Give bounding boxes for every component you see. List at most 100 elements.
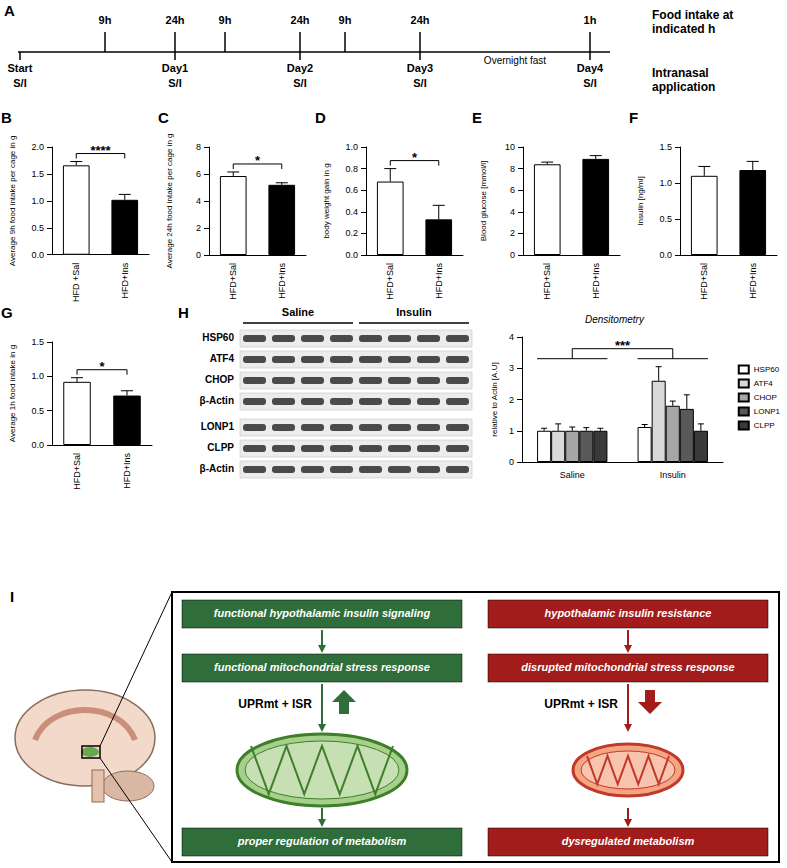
svg-text:HFD+Sal: HFD+Sal xyxy=(542,263,552,300)
svg-text:6: 6 xyxy=(510,185,515,195)
svg-text:0.5: 0.5 xyxy=(31,406,44,416)
html-text:S/I: S/I xyxy=(168,77,182,89)
svg-text:0.5: 0.5 xyxy=(31,223,44,233)
svg-text:*: * xyxy=(255,153,261,168)
svg-text:ATF4: ATF4 xyxy=(754,379,774,388)
svg-text:***: *** xyxy=(615,338,631,353)
html-text:proper regulation of metabolis: proper regulation of metabolism xyxy=(237,835,407,847)
svg-text:3: 3 xyxy=(509,363,514,373)
svg-text:****: **** xyxy=(90,143,111,158)
html-text:S/I: S/I xyxy=(293,77,307,89)
html-text:Insulin: Insulin xyxy=(396,306,432,318)
html-text:G: G xyxy=(1,304,13,321)
html-text:24h: 24h xyxy=(165,14,185,26)
svg-text:0.2: 0.2 xyxy=(345,228,358,238)
svg-text:1.0: 1.0 xyxy=(345,142,358,152)
svg-text:8: 8 xyxy=(196,142,201,152)
svg-text:0: 0 xyxy=(196,250,201,260)
svg-text:2: 2 xyxy=(509,395,514,405)
svg-text:4: 4 xyxy=(510,207,515,217)
svg-text:2: 2 xyxy=(196,223,201,233)
html-text:Intranasal application: Intranasal application xyxy=(652,66,716,94)
svg-text:6: 6 xyxy=(196,169,201,179)
html-text:S/I: S/I xyxy=(583,77,597,89)
svg-text:HFD+Ins: HFD+Ins xyxy=(434,263,444,299)
svg-text:HFD+Sal: HFD+Sal xyxy=(72,453,82,490)
html-text:Day3: Day3 xyxy=(406,62,434,74)
svg-text:10: 10 xyxy=(505,142,515,152)
svg-text:HFD+Ins: HFD+Ins xyxy=(277,263,287,299)
svg-text:HSP60: HSP60 xyxy=(754,365,780,374)
svg-text:1.5: 1.5 xyxy=(31,337,44,347)
svg-text:HFD+Ins: HFD+Ins xyxy=(120,262,130,298)
svg-text:4: 4 xyxy=(196,196,201,206)
svg-text:LONP1: LONP1 xyxy=(754,407,781,416)
html-text:A: A xyxy=(4,2,15,19)
svg-text:0.0: 0.0 xyxy=(31,440,44,450)
html-text:Day1: Day1 xyxy=(161,62,189,74)
svg-text:Densitometry: Densitometry xyxy=(585,314,645,325)
html-text:9h: 9h xyxy=(338,14,352,26)
svg-text:0: 0 xyxy=(510,250,515,260)
html-text:hypothalamic insulin resistanc: hypothalamic insulin resistance xyxy=(544,607,712,619)
svg-text:0.0: 0.0 xyxy=(345,250,358,260)
html-text:Day2: Day2 xyxy=(286,62,314,74)
svg-text:0.5: 0.5 xyxy=(659,214,672,224)
svg-text:1.0: 1.0 xyxy=(31,371,44,381)
svg-text:Average 9h food intake per cag: Average 9h food intake per cage in g xyxy=(8,136,17,267)
svg-text:0.6: 0.6 xyxy=(345,185,358,195)
svg-text:0: 0 xyxy=(509,457,514,467)
svg-text:HFD+Ins: HFD+Ins xyxy=(122,453,132,489)
html-text:24h: 24h xyxy=(410,14,430,26)
svg-text:2.0: 2.0 xyxy=(31,142,44,152)
svg-text:HFD+Ins: HFD+Ins xyxy=(748,263,758,299)
svg-text:CLPP: CLPP xyxy=(754,421,775,430)
html-text:Saline: Saline xyxy=(281,306,315,318)
svg-text:Average 1h food intake in g: Average 1h food intake in g xyxy=(8,345,17,442)
svg-text:HFD+Sal: HFD+Sal xyxy=(385,263,395,300)
html-text:disrupted mitochondrial stress: disrupted mitochondrial stress response xyxy=(521,661,735,673)
svg-text:*: * xyxy=(412,150,418,165)
html-text:9h: 9h xyxy=(218,14,232,26)
svg-text:1.0: 1.0 xyxy=(31,196,44,206)
html-text:B: B xyxy=(1,109,12,126)
svg-text:Blood glucose [mmol/l]: Blood glucose [mmol/l] xyxy=(479,161,488,241)
svg-text:Insulin [ng/ml]: Insulin [ng/ml] xyxy=(636,176,645,225)
svg-text:4: 4 xyxy=(509,332,514,342)
svg-text:*: * xyxy=(99,359,105,374)
svg-text:8: 8 xyxy=(510,164,515,174)
html-text:9h: 9h xyxy=(98,14,112,26)
svg-text:2: 2 xyxy=(510,228,515,238)
svg-text:1: 1 xyxy=(509,426,514,436)
svg-text:1.5: 1.5 xyxy=(659,142,672,152)
html-text:Start: Start xyxy=(7,62,33,74)
html-text:UPRmt + ISR: UPRmt + ISR xyxy=(238,697,312,711)
svg-text:body weight gain in g: body weight gain in g xyxy=(322,163,331,238)
svg-text:1.5: 1.5 xyxy=(31,169,44,179)
html-text:S/I: S/I xyxy=(413,77,427,89)
svg-text:1.0: 1.0 xyxy=(659,178,672,188)
svg-text:0.4: 0.4 xyxy=(345,207,358,217)
html-text:functional mitochondrial stres: functional mitochondrial stress response xyxy=(214,661,430,673)
svg-text:HFD+Ins: HFD+Ins xyxy=(591,263,601,299)
svg-text:HFD +Sal: HFD +Sal xyxy=(71,263,81,302)
svg-text:HFD+Sal: HFD+Sal xyxy=(228,263,238,300)
svg-text:Insulin: Insulin xyxy=(660,470,686,480)
svg-text:relative to Actin [A.U]: relative to Actin [A.U] xyxy=(490,362,499,436)
html-text:functional hypothalamic insuli: functional hypothalamic insulin signalin… xyxy=(213,607,431,619)
svg-text:0.0: 0.0 xyxy=(31,250,44,260)
html-text:24h: 24h xyxy=(290,14,310,26)
svg-text:0.0: 0.0 xyxy=(659,250,672,260)
svg-text:HFD+Sal: HFD+Sal xyxy=(699,263,709,300)
html-text:UPRmt + ISR: UPRmt + ISR xyxy=(544,697,618,711)
svg-text:Average 24h food intake per ca: Average 24h food intake per cage in g xyxy=(165,133,174,268)
html-text:Overnight fast: Overnight fast xyxy=(483,55,547,66)
html-text:1h: 1h xyxy=(583,14,597,26)
svg-text:CHOP: CHOP xyxy=(754,393,777,402)
html-text:Food intake at indicated h: Food intake at indicated h xyxy=(652,8,734,36)
html-text:Day4: Day4 xyxy=(576,62,604,74)
html-text:dysregulated metabolism: dysregulated metabolism xyxy=(561,835,695,847)
html-text:S/I: S/I xyxy=(13,77,27,89)
svg-text:0.8: 0.8 xyxy=(345,164,358,174)
svg-text:Saline: Saline xyxy=(560,470,585,480)
